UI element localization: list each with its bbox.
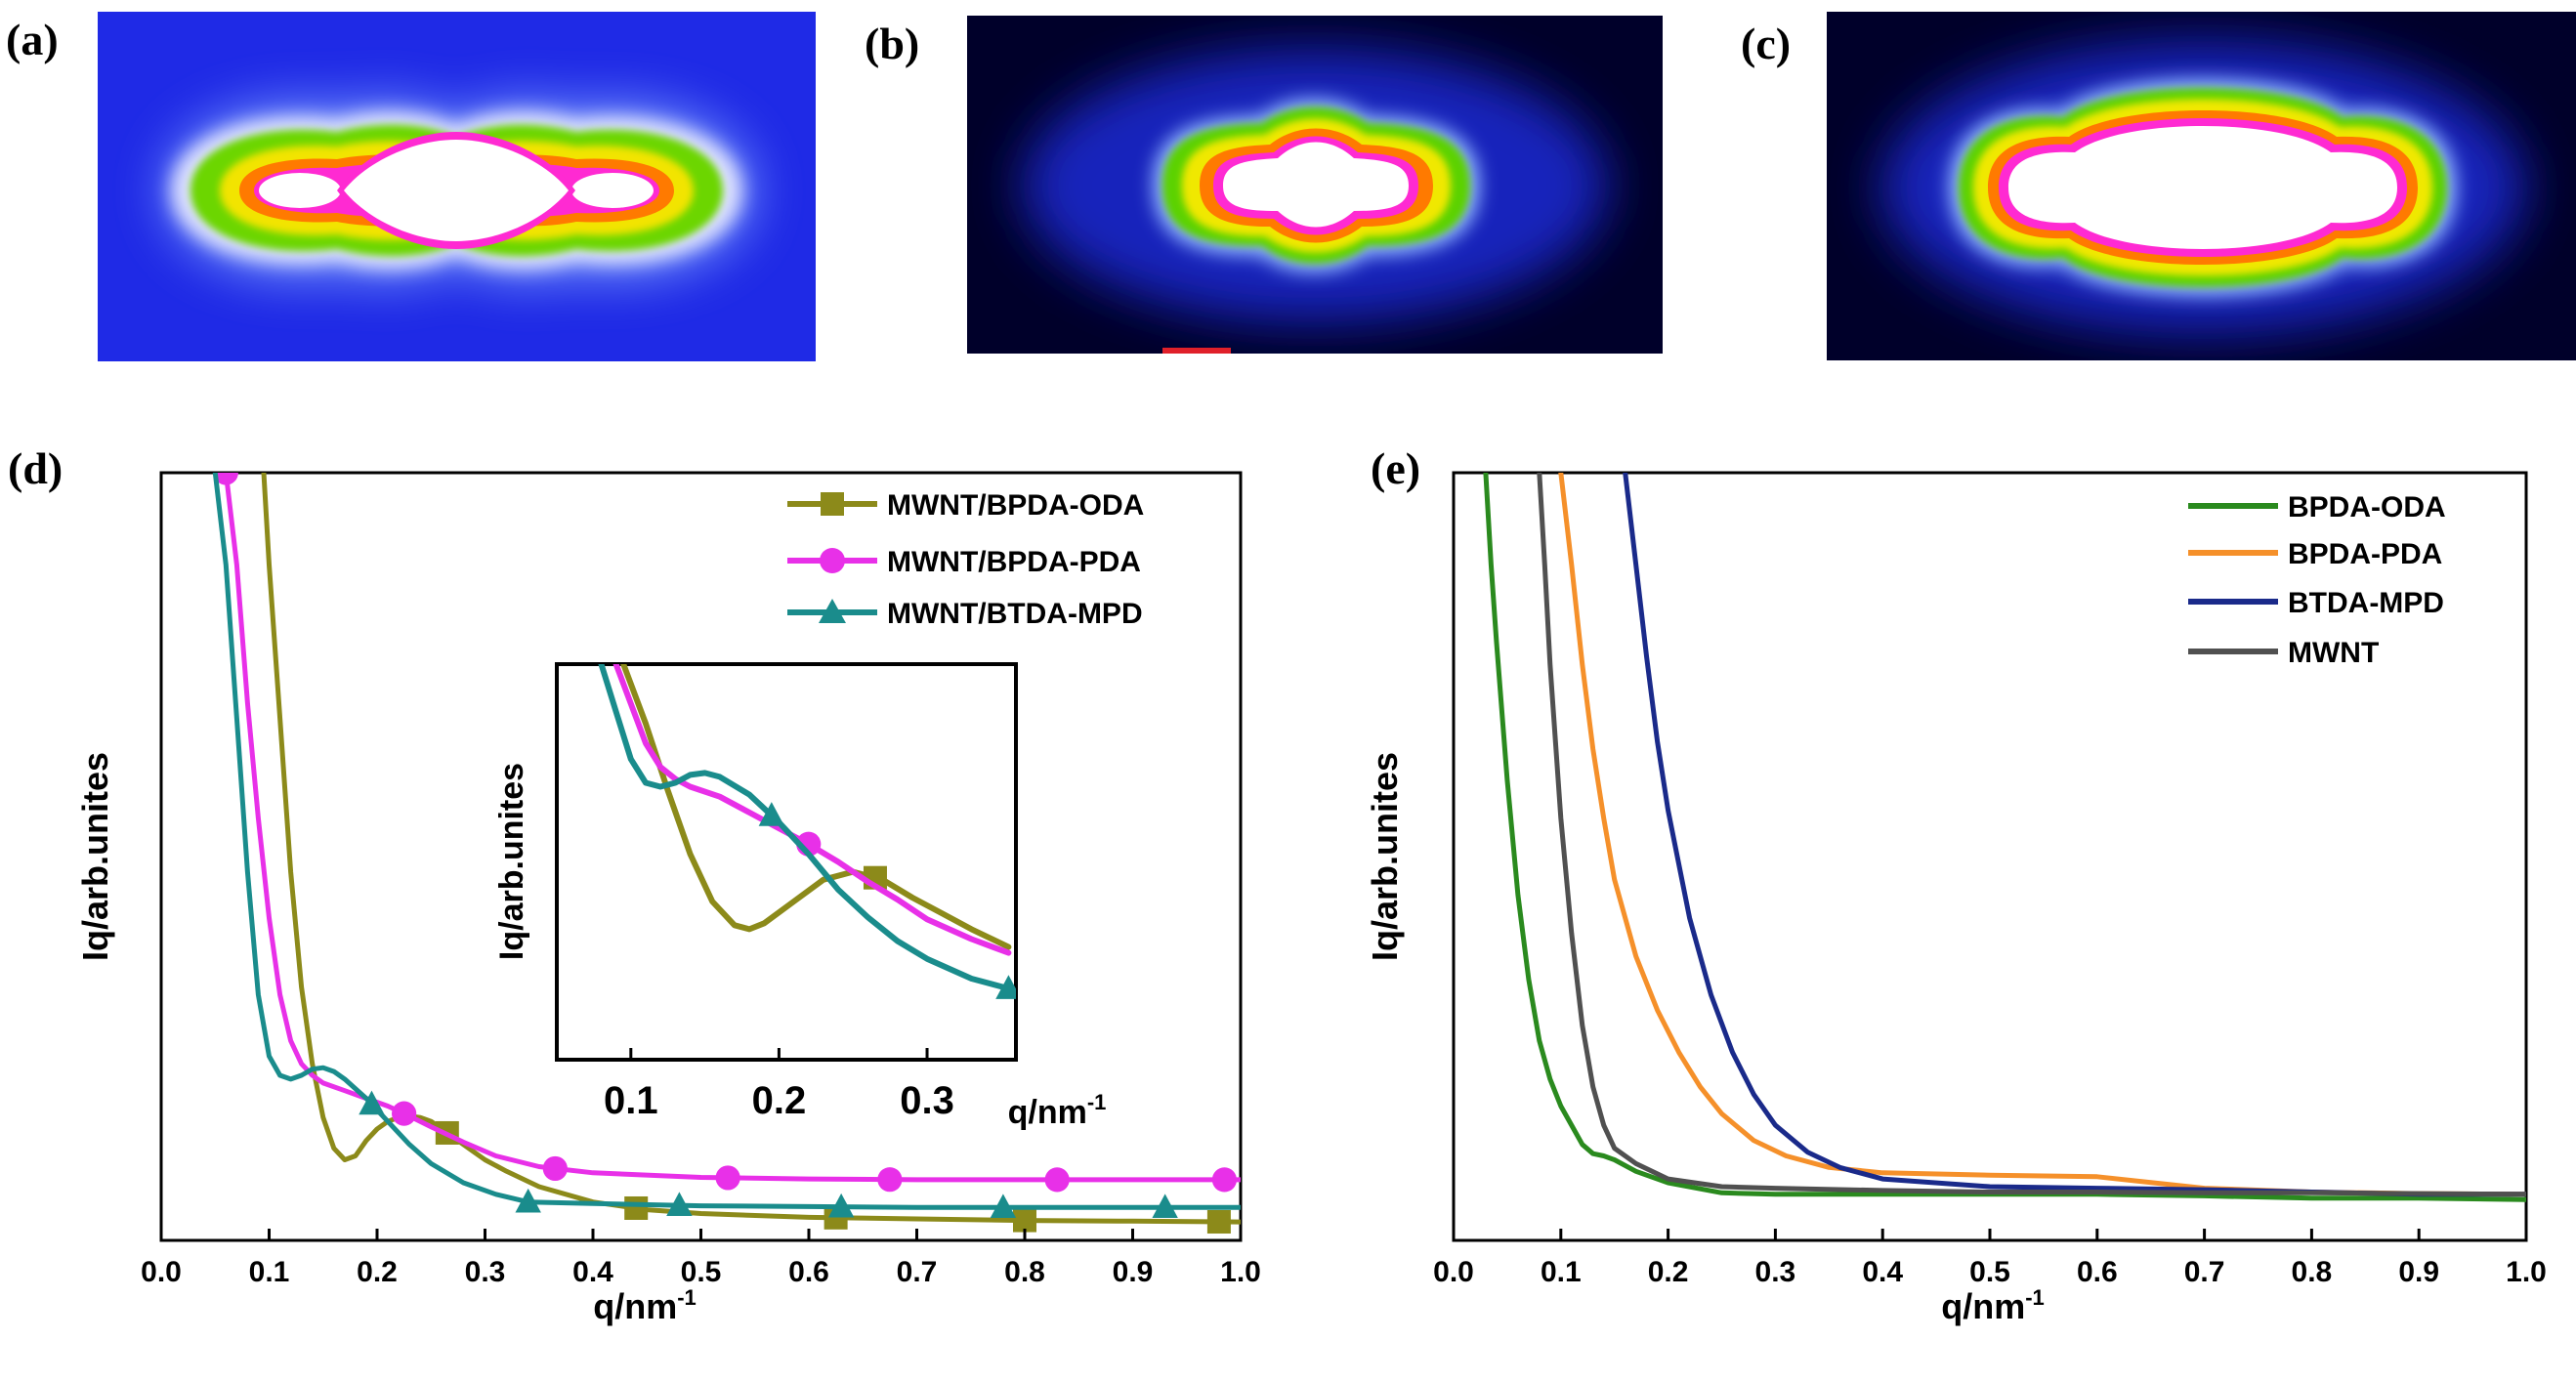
d-marker-mwnt-btda-mpd-3 [827,1193,855,1218]
chart-d: 0.0 0.1 0.2 0.3 0.4 0.5 0.6 0.7 0.8 0.9 1.0 q/nm-1… [75,471,1261,1326]
chart-d-legend: MWNT/BPDA-ODA MWNT/BPDA-PDA MWNT/BTDA-MP… [787,489,1144,630]
chart-e-xlabel: q/nm-1 [1941,1285,2045,1326]
e-xtick-label: 0.5 [1969,1256,2010,1288]
inset-xlabel: q/nm-1 [1008,1090,1107,1131]
d-marker-mwnt-btda-mpd-2 [666,1192,693,1216]
e-xtick-label: 0.4 [1862,1256,1903,1288]
legend-marker-square [821,492,844,516]
chart-e-legend: BPDA-ODA BPDA-PDA BTDA-MPD MWNT [2188,491,2446,669]
chart-d-xlabel-sup: -1 [677,1285,697,1310]
d-xtick-label: 0.2 [357,1256,398,1288]
d-xtick-label: 0.9 [1113,1256,1154,1288]
e-series-mwnt [1537,473,2526,1197]
inset-xlabel-sup: -1 [1087,1090,1107,1114]
legend-label-mwnt: MWNT [2288,637,2379,669]
d-marker-mwnt-bpda-oda-4 [1206,1209,1231,1234]
saxs-pattern-c [1827,12,2576,360]
inset-ylabel: Iq/arb.unites [493,763,530,960]
d-inset-series-mwnt-bpda-oda [620,664,1012,950]
d-series-mwnt-bpda-pda [223,473,1241,1183]
e-series-bpda-oda [1483,473,2526,1202]
d-inset-marker-mwnt-btda-mpd-1 [995,975,1016,999]
d-marker-mwnt-bpda-pda-4 [877,1167,903,1193]
e-xtick-label: 0.9 [2398,1256,2439,1288]
legend-label-mwnt-bpda-oda: MWNT/BPDA-ODA [887,489,1144,522]
e-xtick-label: 0.0 [1433,1256,1474,1288]
d-xtick-label: 0.5 [681,1256,722,1288]
panel-label-e: (e) [1371,443,1420,493]
d-inset-xtick-label: 0.3 [900,1079,954,1122]
d-marker-mwnt-bpda-pda-1 [392,1101,417,1126]
e-xtick-label: 0.7 [2184,1256,2225,1288]
d-marker-mwnt-btda-mpd-5 [1152,1194,1178,1219]
legend-label-mwnt-bpda-pda: MWNT/BPDA-PDA [887,546,1141,578]
d-series-mwnt-bpda-oda [261,473,1241,1225]
e-xtick-label: 0.8 [2292,1256,2333,1288]
panel-label-d: (d) [8,443,63,493]
inset-frame [555,662,1018,1062]
d-series-mwnt-btda-mpd [212,473,1241,1210]
e-xtick-label: 0.2 [1648,1256,1689,1288]
legend-label-bpda-oda: BPDA-ODA [2288,491,2446,523]
d-inset-marker-mwnt-btda-mpd-0 [758,802,785,826]
d-inset-xtick-label: 0.2 [752,1079,807,1122]
chart-e-xlabel-sup: -1 [2025,1285,2045,1310]
legend-label-bpda-pda: BPDA-PDA [2288,538,2442,570]
d-xtick-label: 0.3 [465,1256,506,1288]
legend-marker-circle [820,548,845,573]
d-xtick-label: 0.1 [249,1256,290,1288]
d-marker-mwnt-bpda-oda-3 [1013,1208,1036,1233]
panel-label-a: (a) [6,15,59,64]
chart-d-xlabel: q/nm-1 [593,1285,697,1326]
d-marker-mwnt-bpda-oda-1 [624,1195,649,1220]
chart-e: 0.0 0.1 0.2 0.3 0.4 0.5 0.6 0.7 0.8 0.9 1.0 q/nm-1… [1365,471,2547,1326]
e-xtick-label: 0.3 [1755,1256,1796,1288]
e-series-bpda-pda [1558,473,2526,1197]
chart-e-xlabel-base: q/nm [1941,1286,2025,1326]
inset-xlabel-base: q/nm [1008,1094,1087,1131]
d-marker-mwnt-bpda-pda-2 [542,1155,568,1182]
d-marker-mwnt-bpda-pda-3 [715,1165,740,1191]
d-xtick-label: 0.6 [788,1256,829,1288]
saxs-pattern-a [98,12,816,361]
d-marker-mwnt-btda-mpd-0 [359,1090,385,1115]
d-inset-xtick-label: 0.1 [604,1079,658,1122]
d-marker-mwnt-bpda-pda-6 [1211,1167,1238,1193]
d-xtick-label: 0.4 [572,1256,613,1288]
d-marker-mwnt-bpda-pda-5 [1044,1167,1070,1193]
d-inset-series-mwnt-btda-mpd [598,664,1012,992]
d-marker-mwnt-btda-mpd-4 [990,1194,1017,1219]
chart-d-xlabel-base: q/nm [593,1286,677,1326]
chart-e-ylabel: Iq/arb.unites [1365,752,1405,961]
chart-d-ylabel: Iq/arb.unites [75,752,115,961]
d-xtick-label: 0.0 [141,1256,182,1288]
e-xtick-label: 1.0 [2506,1256,2547,1288]
panel-label-c: (c) [1741,19,1791,68]
e-series-btda-mpd [1623,473,2526,1197]
d-xtick-label: 1.0 [1220,1256,1261,1288]
saxs-pattern-b [967,16,1663,354]
d-xtick-label: 0.8 [1004,1256,1045,1288]
legend-label-mwnt-btda-mpd: MWNT/BTDA-MPD [887,598,1143,630]
d-marker-mwnt-btda-mpd-1 [515,1188,541,1213]
d-marker-mwnt-bpda-pda-0 [213,473,238,485]
panel-label-b: (b) [865,19,919,68]
d-xtick-label: 0.7 [897,1256,938,1288]
e-xtick-label: 0.1 [1541,1256,1582,1288]
e-xtick-label: 0.6 [2077,1256,2118,1288]
chart-d-inset: 0.1 0.2 0.3 q/nm-1 Iq/arb.unites [493,662,1107,1131]
legend-marker-triangle [819,599,846,623]
legend-label-btda-mpd: BTDA-MPD [2288,587,2444,619]
